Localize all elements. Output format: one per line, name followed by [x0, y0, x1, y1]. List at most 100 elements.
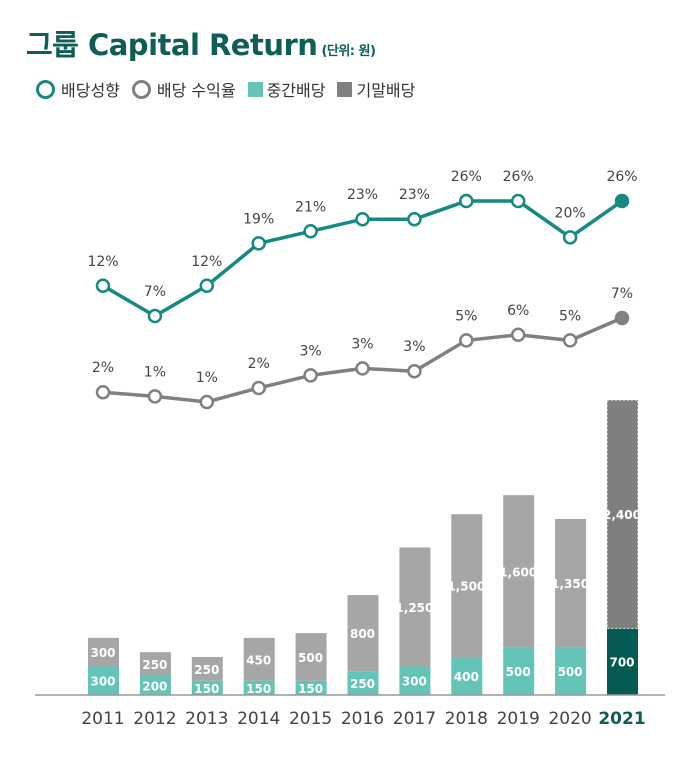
square-icon [247, 81, 263, 97]
bar-label-final: 800 [350, 627, 375, 641]
yield-point [614, 310, 630, 326]
bar-final [139, 652, 171, 676]
chart-title: 그룹 Capital Return (단위: 원) [26, 28, 376, 62]
bar-label-interim: 500 [558, 665, 583, 679]
payout-label: 26% [451, 169, 482, 185]
yield-line [102, 316, 623, 404]
bar-interim [555, 647, 587, 695]
payout-label: 26% [606, 169, 637, 185]
payout-point [95, 278, 111, 293]
yield-point [199, 394, 215, 410]
bar-label-interim: 200 [142, 679, 167, 693]
payout-label: 7% [144, 284, 166, 300]
yield-point [459, 333, 474, 348]
payout-label: 26% [503, 169, 534, 185]
payout-point [407, 211, 422, 227]
circle-icon [36, 79, 55, 99]
yield-label: 5% [559, 308, 581, 324]
legend-payout: 배당성향 [36, 77, 120, 101]
square-icon [337, 81, 353, 97]
payout-point [510, 193, 526, 209]
bar-final [503, 495, 535, 648]
bar-label-interim: 300 [90, 675, 115, 689]
bar-label-interim: 500 [506, 665, 531, 679]
bar-interim [347, 671, 379, 695]
yield-point [251, 380, 266, 396]
legend-final: 기말배당 [337, 77, 415, 101]
payout-point [303, 224, 318, 239]
bar-label-final: 450 [246, 653, 271, 667]
payout-point [355, 211, 370, 227]
bar-label-final: 1,500 [447, 580, 485, 594]
yield-point [303, 368, 318, 383]
yield-point [562, 333, 578, 348]
bar-final [243, 637, 275, 681]
legend-interim: 중간배당 [247, 77, 325, 101]
legend-yield: 배당 수익율 [131, 77, 236, 101]
x-tick-label: 2014 [237, 709, 280, 729]
payout-point [459, 193, 474, 209]
bar-interim [503, 647, 535, 695]
x-tick-label: 2017 [393, 709, 436, 729]
unit-label: (단위: 원) [321, 44, 376, 59]
yield-label: 3% [351, 336, 373, 352]
bar-label-final: 1,600 [499, 565, 537, 579]
payout-label: 20% [555, 205, 586, 221]
bar-interim [607, 628, 638, 695]
x-tick-label: 2018 [445, 709, 488, 729]
yield-label: 1% [144, 364, 166, 380]
bar-final [295, 633, 327, 681]
bar-label-final: 1,250 [395, 601, 433, 615]
circle-icon [131, 79, 151, 99]
bar-label-interim: 700 [609, 656, 634, 670]
bar-interim [243, 680, 275, 695]
legend: 배당성향 배당 수익율 중간배당 기말배당 [36, 77, 427, 101]
yield-label: 2% [248, 356, 270, 372]
x-tick-label: 2013 [185, 709, 228, 729]
bar-label-interim: 400 [454, 670, 479, 684]
bar-interim [399, 666, 431, 695]
bar-final [399, 547, 431, 667]
yield-label: 3% [299, 343, 321, 359]
payout-label: 12% [191, 254, 222, 270]
yield-point [407, 363, 422, 379]
x-tick-label: 2012 [133, 709, 176, 729]
bar-interim [295, 680, 327, 695]
bar-interim [191, 680, 223, 695]
x-tick-label: 2015 [289, 709, 332, 729]
x-tick-label: 2021 [598, 709, 645, 729]
bar-label-final: 300 [90, 646, 115, 660]
x-tick-label: 2011 [81, 709, 124, 729]
bar-label-final: 250 [142, 658, 167, 672]
bar-final [191, 656, 223, 681]
bar-label-final: 250 [194, 663, 219, 677]
bar-final [606, 399, 639, 629]
payout-point [562, 230, 578, 245]
bar-final [88, 637, 119, 667]
yield-label: 5% [455, 308, 477, 324]
bar-label-final: 1,350 [551, 577, 589, 591]
bar-label-final: 2,400 [603, 508, 641, 522]
payout-label: 23% [347, 187, 378, 203]
payout-point [614, 193, 630, 209]
yield-label: 7% [611, 286, 633, 302]
payout-label: 12% [87, 254, 118, 270]
yield-point [355, 361, 370, 376]
x-tick-label: 2020 [548, 709, 591, 729]
x-tick-label: 2019 [497, 709, 540, 729]
bar-final [451, 514, 483, 657]
payout-point [147, 308, 163, 324]
bar-final [555, 518, 587, 648]
payout-label: 19% [243, 211, 274, 227]
bar-final [347, 595, 379, 672]
yield-label: 6% [507, 303, 529, 319]
payout-point [251, 236, 266, 251]
yield-label: 2% [92, 360, 114, 376]
payout-label: 23% [399, 187, 430, 203]
payout-label: 21% [295, 199, 326, 215]
yield-point [510, 327, 526, 343]
bar-label-interim: 150 [246, 682, 271, 696]
yield-point [95, 384, 111, 400]
